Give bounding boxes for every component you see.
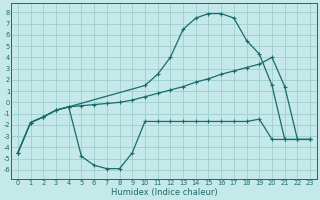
X-axis label: Humidex (Indice chaleur): Humidex (Indice chaleur) <box>111 188 217 197</box>
